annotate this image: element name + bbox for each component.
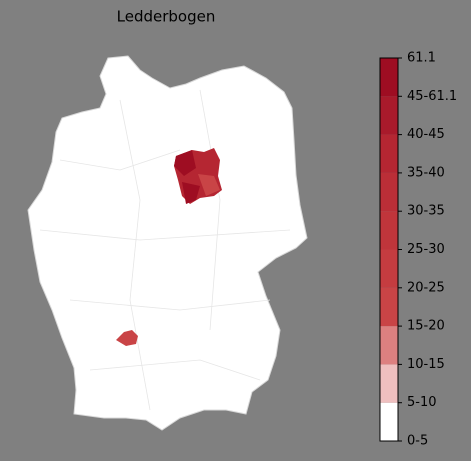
- country-outline: [27, 55, 308, 431]
- colorbar-label: 45-61.1: [407, 89, 457, 104]
- colorbar-label: 30-35: [407, 204, 445, 219]
- colorbar-segment: [380, 172, 398, 212]
- colorbar-label: 15-20: [407, 319, 445, 334]
- colorbar-label: 0-5: [407, 434, 428, 449]
- colorbar-segment: [380, 211, 398, 250]
- colorbar-segment: [380, 364, 398, 403]
- colorbar-segment: [380, 58, 398, 97]
- highlighted-region: [182, 182, 200, 204]
- colorbar-segment: [380, 96, 398, 135]
- highlighted-region: [116, 330, 138, 346]
- highlighted-region: [174, 150, 196, 176]
- colorbar-segment: [380, 287, 398, 327]
- highlighted-region: [198, 174, 220, 196]
- colorbar: 0-5 5-10 10-15 15-20 20-25 25-30 30-35 35-40 40-…: [379, 51, 457, 449]
- colorbar-segment: [380, 402, 398, 441]
- colorbar-label: 61.1: [407, 51, 436, 66]
- colorbar-label: 35-40: [407, 165, 445, 180]
- colorbar-segment: [380, 326, 398, 365]
- colorbar-segment: [380, 134, 398, 173]
- map-title: Ledderbogen: [117, 8, 216, 26]
- colorbar-label: 25-30: [407, 242, 445, 257]
- germany-map: [27, 55, 308, 431]
- colorbar-label: 10-15: [407, 357, 445, 372]
- district-borders: [39, 89, 291, 411]
- colorbar-label: 5-10: [407, 395, 437, 410]
- colorbar-label: 20-25: [407, 280, 445, 295]
- colorbar-label: 40-45: [407, 127, 445, 142]
- colorbar-segment: [380, 249, 398, 288]
